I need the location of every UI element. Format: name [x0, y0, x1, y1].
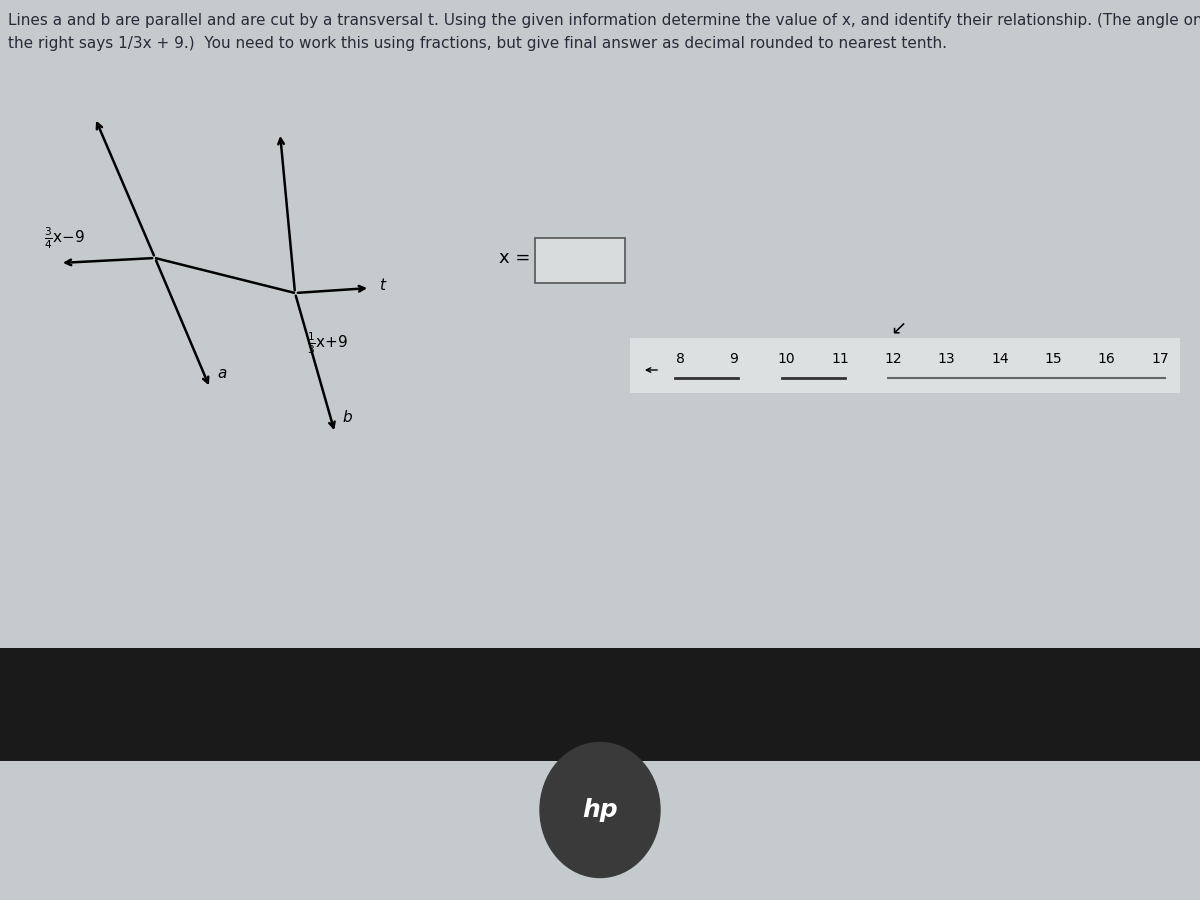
Text: ↙: ↙: [890, 318, 906, 337]
Text: 13: 13: [938, 352, 955, 366]
Text: hp: hp: [582, 798, 618, 822]
Bar: [630, 338, 1180, 393]
Text: 12: 12: [884, 352, 902, 366]
Text: t: t: [379, 277, 385, 292]
Text: 15: 15: [1044, 352, 1062, 366]
Text: b: b: [342, 410, 352, 426]
Text: 14: 14: [991, 352, 1009, 366]
Text: Lines a and b are parallel and are cut by a transversal t. Using the given infor: Lines a and b are parallel and are cut b…: [8, 13, 1200, 28]
Text: the right says 1/3x + 9.)  You need to work this using fractions, but give final: the right says 1/3x + 9.) You need to wo…: [8, 36, 947, 51]
Bar: [535, 238, 625, 283]
Text: 17: 17: [1151, 352, 1169, 366]
Text: 10: 10: [778, 352, 796, 366]
Circle shape: [540, 742, 660, 878]
Text: $\frac{1}{3}$x$+$9: $\frac{1}{3}$x$+$9: [307, 330, 348, 356]
Text: 8: 8: [676, 352, 684, 366]
Text: x =: x =: [499, 249, 530, 267]
Bar: [0, 648, 1200, 761]
Text: 16: 16: [1098, 352, 1116, 366]
Text: a: a: [217, 365, 227, 381]
Text: 9: 9: [728, 352, 738, 366]
Text: $\frac{3}{4}$x$-$9: $\frac{3}{4}$x$-$9: [44, 225, 85, 251]
Text: 11: 11: [832, 352, 848, 366]
